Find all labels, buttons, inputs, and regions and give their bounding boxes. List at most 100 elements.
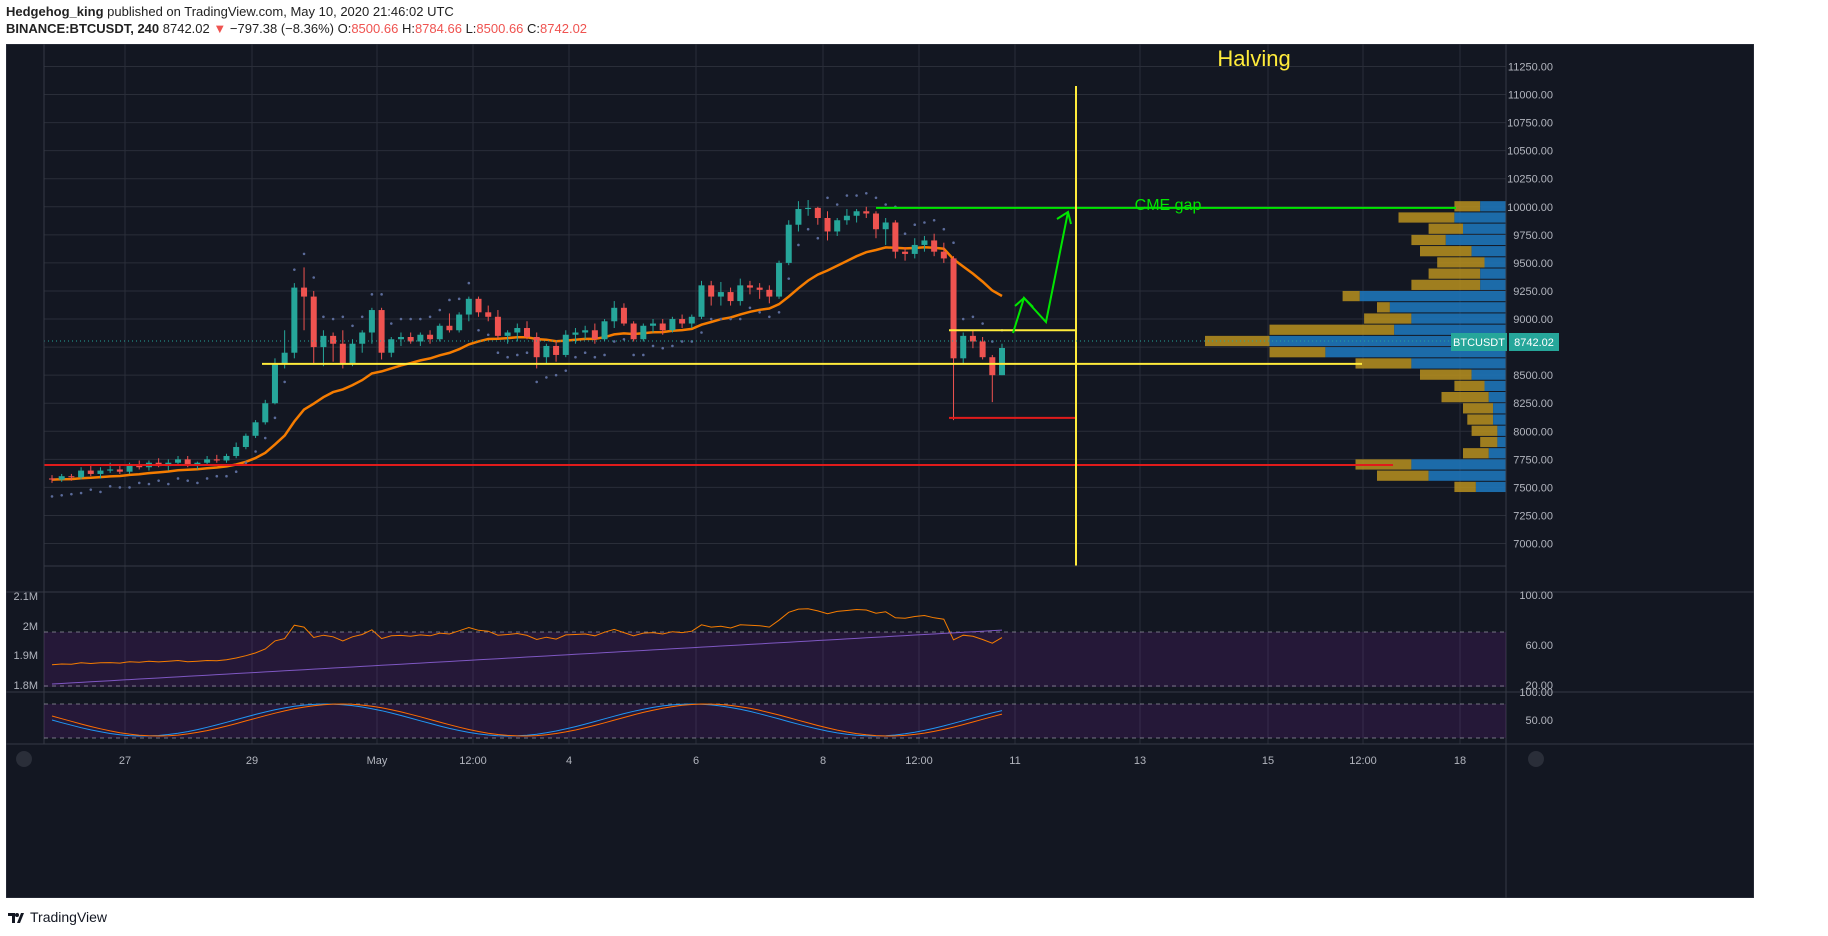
volume-profile-bar-sell xyxy=(1269,347,1326,358)
sar-dot xyxy=(341,315,345,319)
symbol-label: BINANCE:BTCUSDT, 240 xyxy=(6,21,160,36)
candle-body xyxy=(591,330,598,340)
volume-profile-bar-sell xyxy=(1463,403,1494,414)
price-tick-label: 10250.00 xyxy=(1507,174,1553,186)
rsi-line xyxy=(51,608,1003,666)
sar-dot xyxy=(738,317,742,321)
candle-body xyxy=(465,298,472,315)
sar-dot xyxy=(874,196,878,200)
volume-profile-bar-buy xyxy=(1411,459,1506,470)
volume-profile-bar-buy xyxy=(1493,403,1506,414)
symbol-tag-bg xyxy=(1451,333,1507,351)
time-tick-label: May xyxy=(367,755,388,767)
sar-dot xyxy=(855,194,858,197)
sar-dot xyxy=(147,482,151,486)
sar-dot xyxy=(118,486,122,489)
sar-dot xyxy=(477,328,480,332)
arrow-head-2 xyxy=(1056,210,1072,225)
volume-ma-line xyxy=(51,629,1003,685)
sar-dot xyxy=(79,491,83,495)
sar-dot xyxy=(128,486,131,489)
candles xyxy=(48,200,1006,483)
sar-dot xyxy=(729,317,732,321)
sar-dot xyxy=(506,355,509,359)
candle-body xyxy=(553,345,560,355)
volume-profile-bar-buy xyxy=(1475,481,1506,493)
sar-dot xyxy=(651,344,655,348)
volume-profile-bar-buy xyxy=(1359,290,1506,302)
candle-body xyxy=(979,341,986,358)
sar-dot xyxy=(942,227,946,231)
volume-profile-bar-sell xyxy=(1364,313,1412,324)
sar-dot xyxy=(176,477,180,480)
sar-dot xyxy=(419,317,422,321)
time-tick-label: 27 xyxy=(119,755,131,767)
publisher-name[interactable]: Hedgehog_king xyxy=(6,4,104,19)
sar-dot xyxy=(952,241,955,244)
candle-body xyxy=(514,328,521,333)
candle-body xyxy=(485,312,492,317)
candle-body xyxy=(921,240,928,245)
rsi-tick: 60.00 xyxy=(1525,640,1553,652)
candle-body xyxy=(78,470,85,478)
volume-tick: 2.1M xyxy=(14,591,38,603)
sar-dot xyxy=(516,353,519,357)
stoch-tick: 100.00 xyxy=(1519,687,1553,699)
candle-body xyxy=(97,470,104,474)
sar-dot xyxy=(816,236,820,240)
last-price: 8742.02 xyxy=(162,21,210,36)
arrow-head-1 xyxy=(1014,296,1034,308)
candle-body xyxy=(281,352,288,364)
sar-dot xyxy=(748,306,752,310)
chart-area[interactable]: 11250.00 11000.00 10750.00 10500.00 10250.00… xyxy=(5,43,1755,899)
price-axis[interactable]: 11250.00 11000.00 10750.00 10500.00 10250.00… xyxy=(1505,44,1553,898)
sar-dot xyxy=(234,470,238,474)
candle-body xyxy=(708,285,715,297)
down-triangle-icon: ▼ xyxy=(213,21,227,36)
candle-body xyxy=(359,332,366,344)
candle-body xyxy=(456,314,463,331)
candle-body xyxy=(640,325,647,340)
tradingview-logo[interactable]: TradingView xyxy=(8,909,107,925)
candle-body xyxy=(853,211,860,216)
price-tick-label: 8250.00 xyxy=(1513,398,1553,410)
sar-dot xyxy=(903,232,907,236)
rsi-tick: 100.00 xyxy=(1519,590,1553,602)
price-tag-text: 8742.02 xyxy=(1514,337,1554,349)
time-axis[interactable]: 27 29 May 12:00 4 6 8 12:00 11 13 15 12:00 18 xyxy=(6,44,1754,767)
sar-dot xyxy=(845,194,849,197)
volume-profile-bar-sell xyxy=(1398,212,1455,223)
price-tick-label: 10000.00 xyxy=(1507,202,1553,214)
candle-body xyxy=(504,332,511,336)
sar-dot xyxy=(225,474,228,478)
sar-dot xyxy=(593,355,597,359)
sar-dot xyxy=(971,315,975,319)
sar-dot xyxy=(913,223,917,227)
time-tick-label: 12:00 xyxy=(905,755,933,767)
rsi-tick: 20.00 xyxy=(1525,680,1553,692)
candle-body xyxy=(785,224,792,263)
price-tick-label: 8500.00 xyxy=(1513,370,1553,382)
candle-body xyxy=(863,211,870,214)
sar-dot xyxy=(864,192,868,195)
sar-dot xyxy=(409,317,412,321)
volume-profile-bar-sell xyxy=(1428,268,1481,279)
sar-dot xyxy=(263,436,267,440)
auto-scale-button-icon xyxy=(1528,751,1544,767)
sar-dot xyxy=(448,298,451,302)
sar-dot xyxy=(981,322,984,325)
candle-body xyxy=(233,447,240,456)
time-tick-label: 15 xyxy=(1262,755,1274,767)
candle-body xyxy=(582,330,589,333)
sar-dot xyxy=(467,281,471,285)
close-label: C: xyxy=(527,21,541,36)
price-chart[interactable]: 11250.00 11000.00 10750.00 10500.00 10250.00… xyxy=(5,43,1755,899)
candle-body xyxy=(620,307,627,324)
time-tick-label: 8 xyxy=(820,755,826,767)
low-value: 8500.66 xyxy=(476,21,524,36)
tradingview-icon xyxy=(8,913,24,923)
sar-dot xyxy=(642,353,645,357)
sar-dot xyxy=(99,490,102,494)
candle-body xyxy=(126,464,133,472)
sar-dot xyxy=(525,351,529,355)
